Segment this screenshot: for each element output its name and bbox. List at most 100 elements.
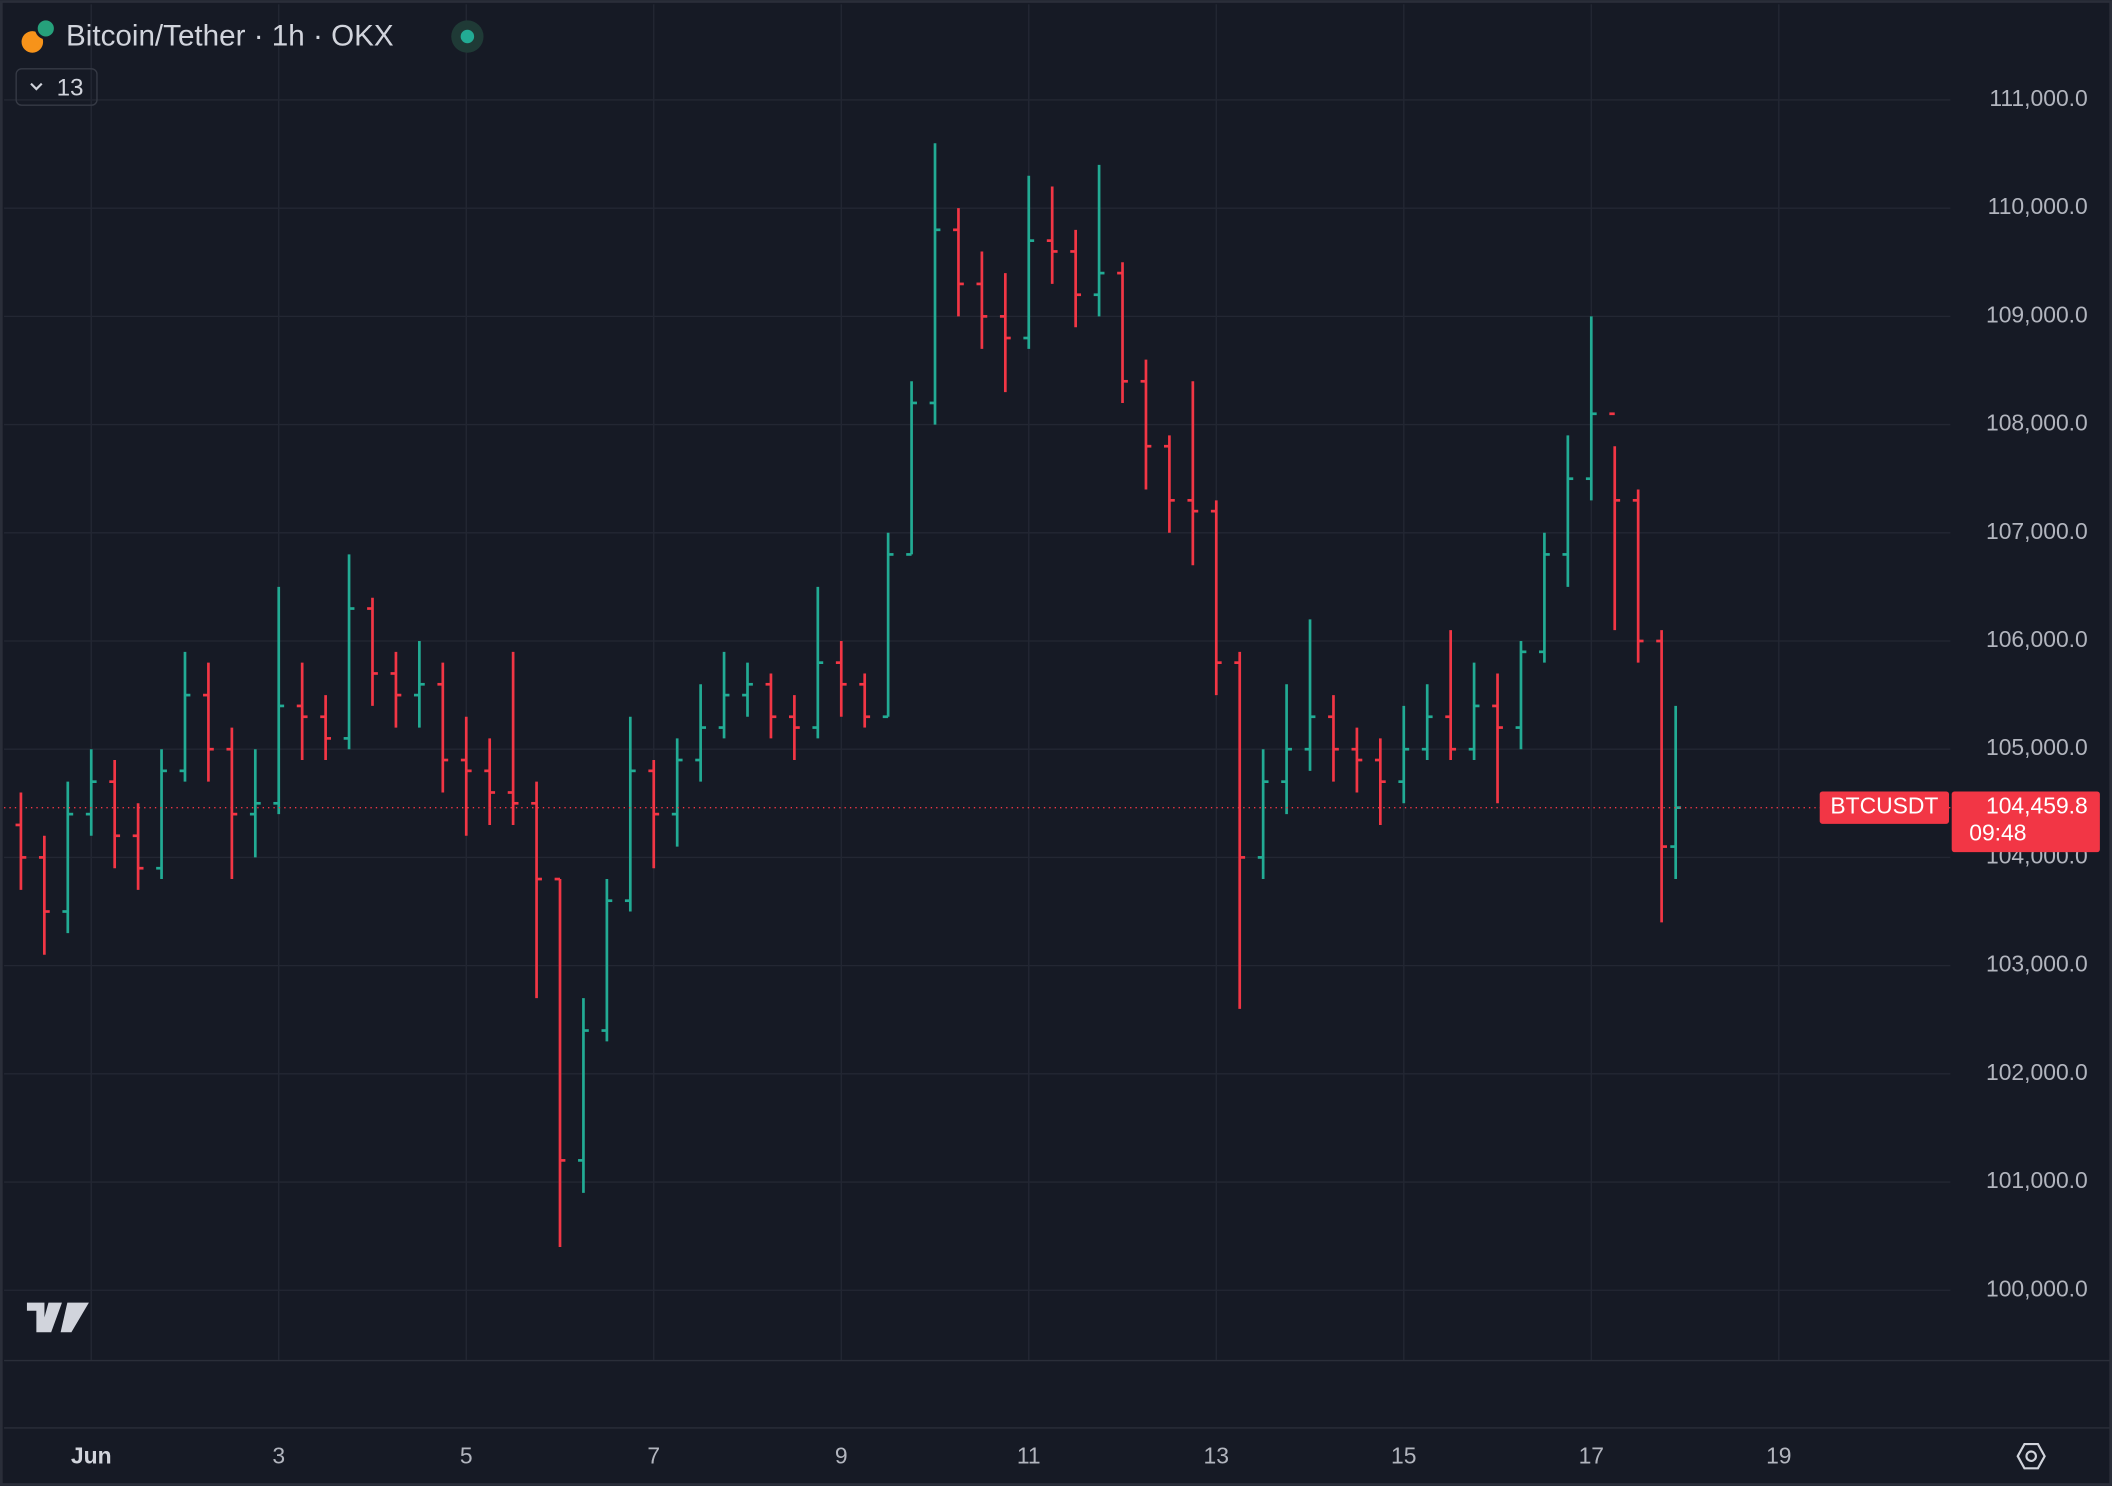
ohlc-bar <box>624 716 636 912</box>
ohlc-bar <box>742 662 753 717</box>
ohlc-bar <box>765 673 777 739</box>
ohlc-bar <box>1351 727 1363 793</box>
ohlc-bar <box>671 738 683 847</box>
y-tick-label: 105,000.0 <box>1986 734 2088 760</box>
ohlc-bar <box>554 877 566 1247</box>
ohlc-bar <box>601 879 613 1042</box>
ohlc-bar <box>812 586 824 739</box>
ohlc-bar <box>1304 619 1316 771</box>
ohlc-bar <box>38 835 50 955</box>
settings-button[interactable] <box>2016 1443 2046 1470</box>
ohlc-bar <box>718 651 730 739</box>
symbol-label: BTCUSDT <box>1830 793 1938 819</box>
ohlc-bar <box>1632 489 1644 663</box>
ohlc-bar <box>1374 738 1386 825</box>
ohlc-bar <box>296 662 308 761</box>
ohlc-bar <box>507 651 519 825</box>
grid <box>4 4 1951 1361</box>
ohlc-bar <box>1492 673 1503 804</box>
ohlc-bar <box>390 651 402 728</box>
ohlc-bar <box>1093 164 1105 317</box>
ohlc-bar <box>367 597 378 706</box>
ohlc-bar <box>1468 662 1480 761</box>
settings-icon <box>2016 1443 2046 1470</box>
tradingview-logo[interactable] <box>26 1302 89 1333</box>
y-tick-label: 103,000.0 <box>1986 951 2088 977</box>
indicators-toggle[interactable] <box>15 68 98 106</box>
ohlc-bar <box>132 803 144 890</box>
y-tick-label: 101,000.0 <box>1986 1167 2088 1193</box>
chevron-icon <box>30 82 43 91</box>
ohlc-bar <box>273 586 285 815</box>
ohlc-bar <box>203 662 214 782</box>
x-tick-label: 3 <box>272 1443 285 1469</box>
ohlc-bar <box>413 640 425 728</box>
ohlc-bar <box>999 273 1011 393</box>
ohlc-bar <box>109 760 121 869</box>
ohlc-bar <box>788 695 800 761</box>
y-tick-label: 108,000.0 <box>1986 410 2088 436</box>
ohlc-bar <box>437 662 449 793</box>
y-tick-label: 107,000.0 <box>1986 518 2088 544</box>
ohlc-bar <box>1210 500 1222 696</box>
ohlc-bar <box>179 651 191 782</box>
bars <box>4 143 1951 1247</box>
ohlc-bar <box>156 749 167 880</box>
ohlc-bar <box>1281 684 1292 815</box>
ohlc-bar <box>1656 630 1667 923</box>
ohlc-bar <box>1398 705 1410 804</box>
ohlc-bar <box>1234 651 1246 1009</box>
chart-title: Bitcoin/Tether · 1h · OKX <box>66 20 394 53</box>
ohlc-bar <box>1187 381 1199 566</box>
ohlc-bar <box>1609 412 1621 631</box>
ohlc-bar <box>1562 435 1574 587</box>
x-tick-label: 17 <box>1579 1443 1604 1469</box>
x-tick-label: Jun <box>71 1443 112 1469</box>
ohlc-bar <box>1257 749 1269 880</box>
ohlc-bar <box>1164 435 1175 533</box>
ohlc-bar <box>929 143 941 425</box>
price-badge <box>1951 791 2100 853</box>
countdown-label: 09:48 <box>1969 820 2026 846</box>
ohlc-bar <box>578 998 589 1193</box>
ohlc-bar <box>1117 262 1128 403</box>
ohlc-bar <box>320 695 332 761</box>
x-tick-label: 19 <box>1766 1443 1791 1469</box>
ohlc-bar <box>906 381 917 556</box>
ohlc-bar <box>15 792 27 890</box>
tether-icon <box>35 17 57 40</box>
ohlc-bar <box>249 749 261 858</box>
x-tick-label: 5 <box>460 1443 473 1469</box>
ohlc-bar <box>226 727 238 880</box>
last-price-label: 104,459.8 <box>1986 793 2088 819</box>
x-tick-label: 7 <box>647 1443 660 1469</box>
ohlc-bar <box>1140 359 1152 490</box>
status-dot <box>460 29 475 44</box>
y-tick-label: 109,000.0 <box>1986 301 2088 327</box>
ohlc-bar <box>1585 316 1597 501</box>
ohlc-bar <box>531 781 542 999</box>
ohlc-bar <box>648 760 660 869</box>
ohlc-bar <box>460 716 472 836</box>
y-tick-label: 111,000.0 <box>1989 85 2087 111</box>
symbol-badge <box>1819 791 1950 824</box>
y-tick-label: 102,000.0 <box>1986 1059 2088 1085</box>
y-tick-label: 110,000.0 <box>1988 193 2088 219</box>
bitcoin-icon <box>21 31 44 53</box>
ohlc-bar <box>1328 695 1339 782</box>
y-tick-label: 106,000.0 <box>1986 626 2088 652</box>
ohlc-bar <box>343 554 355 750</box>
x-tick-label: 13 <box>1204 1443 1229 1469</box>
ohlc-bar <box>953 208 964 317</box>
ohlc-bar <box>62 781 74 934</box>
ohlc-bar <box>1070 229 1082 328</box>
ohlc-bar <box>695 684 707 782</box>
ohlc-bar <box>1539 532 1550 663</box>
ohlc-bar <box>882 532 894 719</box>
ohlc-bar <box>1023 175 1035 349</box>
ohlc-bar <box>85 749 97 836</box>
indicator-count: 13 <box>57 74 84 101</box>
